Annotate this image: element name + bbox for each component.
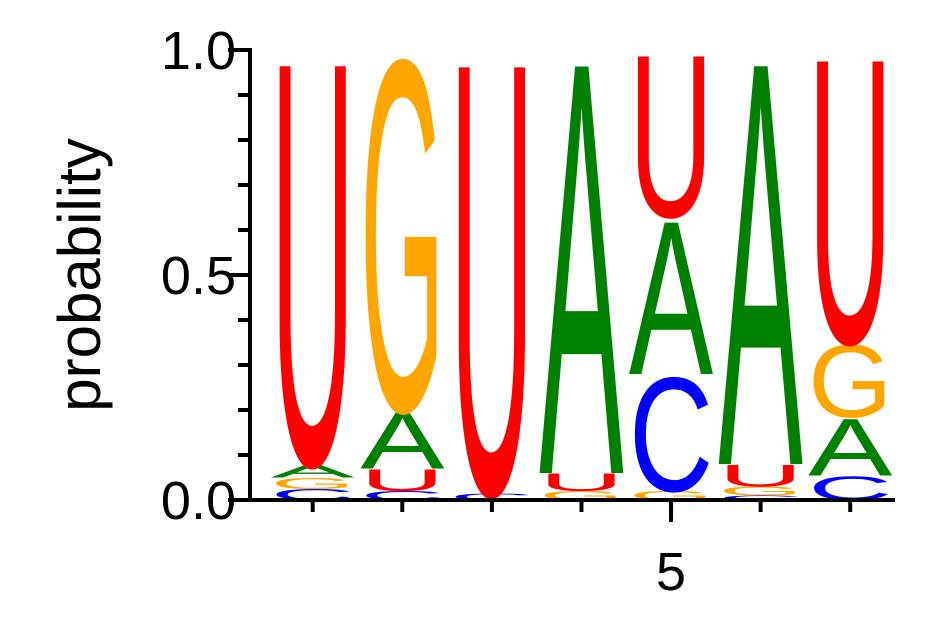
letter-glyph: U: [450, 0, 534, 617]
logo-letter: U: [719, 459, 803, 494]
letter-glyph: G: [360, 0, 444, 518]
logo-letter: U: [271, 0, 355, 587]
letter-glyph: U: [271, 0, 355, 587]
logo-letter: U: [539, 468, 623, 496]
letter-glyph: U: [360, 463, 444, 498]
y-tick-label: 1.0: [161, 21, 236, 81]
x-tick-label: 5: [656, 542, 686, 602]
logo-letter: A: [719, 0, 804, 587]
letter-glyph: U: [808, 0, 892, 430]
logo-letter: U: [450, 0, 534, 617]
letter-glyph: U: [629, 5, 713, 265]
letter-glyph: U: [539, 468, 623, 496]
logo-letter: A: [360, 395, 444, 486]
letter-glyph: A: [629, 177, 713, 422]
letter-glyph: G: [719, 484, 803, 498]
logo-letter: U: [629, 5, 713, 265]
logo-letter: A: [271, 461, 356, 482]
letter-glyph: A: [719, 0, 804, 587]
logo-letter: A: [808, 401, 892, 492]
logo-letter: G: [719, 484, 803, 498]
letter-glyph: C: [450, 491, 534, 502]
letter-glyph: C: [719, 494, 803, 501]
logo-letter: U: [360, 463, 444, 498]
logo-letter: A: [629, 177, 713, 422]
letter-glyph: G: [271, 475, 355, 492]
logo-letter: C: [450, 491, 534, 502]
letter-glyph: A: [271, 461, 356, 482]
y-tick-label: 0.5: [161, 246, 236, 306]
letter-glyph: G: [808, 324, 892, 439]
logo-letter: G: [271, 475, 355, 492]
logo-letter: C: [629, 345, 713, 527]
logo-letter: C: [719, 494, 803, 501]
logo-letter: G: [808, 324, 892, 439]
letter-glyph: U: [719, 459, 803, 494]
letter-glyph: A: [808, 401, 892, 492]
logo-letter: G: [360, 0, 444, 518]
y-tick-label: 0.0: [161, 471, 236, 531]
letter-glyph: C: [629, 345, 713, 527]
letter-glyph: A: [360, 395, 444, 486]
logo-letter: U: [808, 0, 892, 430]
y-axis-label: probability: [46, 138, 113, 412]
